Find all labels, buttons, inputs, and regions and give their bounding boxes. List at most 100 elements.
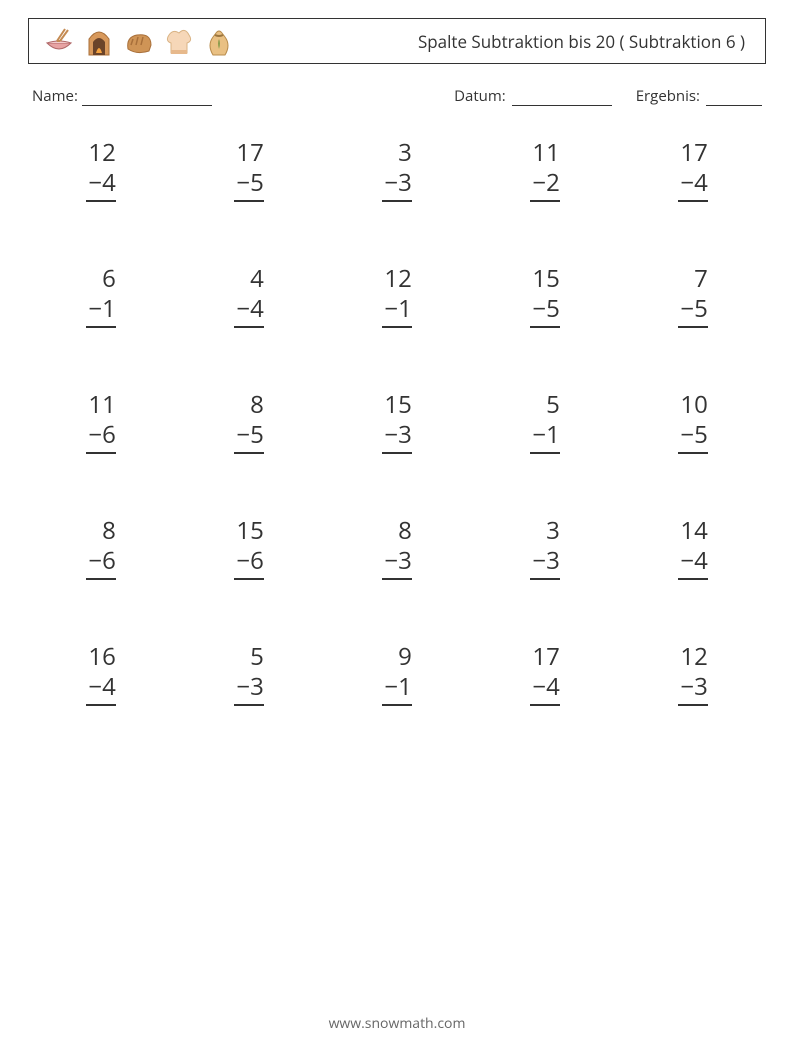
problem-8: 12−1 xyxy=(328,264,466,328)
problem-23: 9−1 xyxy=(328,642,466,706)
subtrahend: −6 xyxy=(86,546,116,580)
problem-17: 15−6 xyxy=(180,516,318,580)
minuend: 3 xyxy=(530,516,560,546)
problem-column: 15−3 xyxy=(382,390,412,454)
subtrahend: −4 xyxy=(234,294,264,328)
result-blank-line xyxy=(706,90,762,106)
problem-column: 6−1 xyxy=(86,264,116,328)
minuend: 3 xyxy=(382,138,412,168)
worksheet-page: Spalte Subtraktion bis 20 ( Subtraktion … xyxy=(0,0,794,1053)
subtrahend: −4 xyxy=(86,672,116,706)
subtrahend: −3 xyxy=(382,168,412,202)
name-label: Name: xyxy=(32,86,78,106)
subtrahend: −4 xyxy=(678,168,708,202)
problem-1: 12−4 xyxy=(32,138,170,202)
minuend: 15 xyxy=(234,516,264,546)
problem-25: 12−3 xyxy=(624,642,762,706)
meta-row: Name: Datum: Ergebnis: xyxy=(28,86,766,106)
minuend: 7 xyxy=(678,264,708,294)
problem-column: 8−3 xyxy=(382,516,412,580)
result-label: Ergebnis: xyxy=(636,86,700,106)
problem-column: 11−6 xyxy=(86,390,116,454)
header-box: Spalte Subtraktion bis 20 ( Subtraktion … xyxy=(28,18,766,64)
problem-column: 12−3 xyxy=(678,642,708,706)
subtrahend: −3 xyxy=(382,420,412,454)
problem-column: 9−1 xyxy=(382,642,412,706)
problem-column: 14−4 xyxy=(678,516,708,580)
minuend: 10 xyxy=(678,390,708,420)
subtrahend: −1 xyxy=(86,294,116,328)
problem-20: 14−4 xyxy=(624,516,762,580)
problem-column: 3−3 xyxy=(382,138,412,202)
subtrahend: −3 xyxy=(530,546,560,580)
problem-13: 15−3 xyxy=(328,390,466,454)
problem-16: 8−6 xyxy=(32,516,170,580)
problem-19: 3−3 xyxy=(476,516,614,580)
minuend: 17 xyxy=(530,642,560,672)
problem-column: 11−2 xyxy=(530,138,560,202)
minuend: 8 xyxy=(234,390,264,420)
subtrahend: −3 xyxy=(382,546,412,580)
problem-column: 10−5 xyxy=(678,390,708,454)
subtrahend: −1 xyxy=(382,672,412,706)
subtrahend: −3 xyxy=(678,672,708,706)
subtrahend: −4 xyxy=(678,546,708,580)
problem-18: 8−3 xyxy=(328,516,466,580)
problem-column: 8−5 xyxy=(234,390,264,454)
problem-10: 7−5 xyxy=(624,264,762,328)
problem-column: 12−1 xyxy=(382,264,412,328)
minuend: 11 xyxy=(530,138,560,168)
problem-22: 5−3 xyxy=(180,642,318,706)
minuend: 17 xyxy=(234,138,264,168)
subtrahend: −6 xyxy=(86,420,116,454)
problem-2: 17−5 xyxy=(180,138,318,202)
problem-column: 8−6 xyxy=(86,516,116,580)
minuend: 12 xyxy=(86,138,116,168)
problem-5: 17−4 xyxy=(624,138,762,202)
date-blank-line xyxy=(512,90,612,106)
problem-column: 7−5 xyxy=(678,264,708,328)
minuend: 16 xyxy=(86,642,116,672)
subtrahend: −4 xyxy=(86,168,116,202)
bowl-icon xyxy=(43,25,75,57)
problem-6: 6−1 xyxy=(32,264,170,328)
subtrahend: −1 xyxy=(530,420,560,454)
minuend: 6 xyxy=(86,264,116,294)
problem-column: 17−4 xyxy=(678,138,708,202)
problem-column: 16−4 xyxy=(86,642,116,706)
subtrahend: −5 xyxy=(678,294,708,328)
problem-column: 5−1 xyxy=(530,390,560,454)
problem-12: 8−5 xyxy=(180,390,318,454)
date-label: Datum: xyxy=(454,86,506,106)
problem-14: 5−1 xyxy=(476,390,614,454)
problem-column: 12−4 xyxy=(86,138,116,202)
problem-24: 17−4 xyxy=(476,642,614,706)
subtrahend: −5 xyxy=(678,420,708,454)
header-icons xyxy=(43,25,235,57)
minuend: 17 xyxy=(678,138,708,168)
problem-9: 15−5 xyxy=(476,264,614,328)
subtrahend: −5 xyxy=(530,294,560,328)
problem-column: 17−5 xyxy=(234,138,264,202)
chef-hat-icon xyxy=(163,25,195,57)
minuend: 8 xyxy=(382,516,412,546)
name-field: Name: xyxy=(32,86,454,106)
footer-url: www.snowmath.com xyxy=(0,1014,794,1033)
minuend: 12 xyxy=(678,642,708,672)
minuend: 11 xyxy=(86,390,116,420)
subtrahend: −1 xyxy=(382,294,412,328)
minuend: 15 xyxy=(530,264,560,294)
bread-icon xyxy=(123,25,155,57)
subtrahend: −5 xyxy=(234,420,264,454)
minuend: 9 xyxy=(382,642,412,672)
problem-column: 3−3 xyxy=(530,516,560,580)
problem-11: 11−6 xyxy=(32,390,170,454)
minuend: 4 xyxy=(234,264,264,294)
subtrahend: −3 xyxy=(234,672,264,706)
minuend: 14 xyxy=(678,516,708,546)
subtrahend: −4 xyxy=(530,672,560,706)
problem-7: 4−4 xyxy=(180,264,318,328)
minuend: 15 xyxy=(382,390,412,420)
minuend: 8 xyxy=(86,516,116,546)
problem-3: 3−3 xyxy=(328,138,466,202)
